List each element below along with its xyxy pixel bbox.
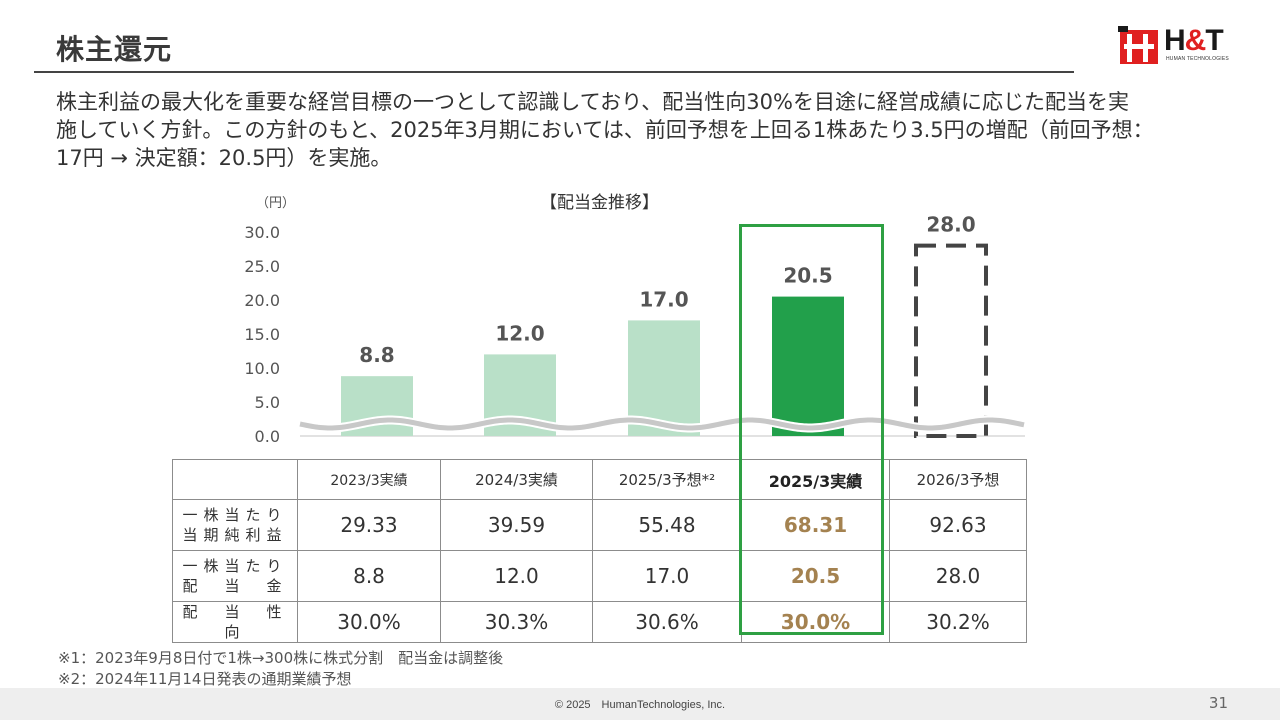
bar-forecast (914, 243, 988, 438)
dividend-chart: 0.0 5.0 10.0 15.0 20.0 25.0 30.0 8.8 12.0 17.0 20.… (244, 213, 1025, 446)
table-cell: 39.59 (440, 499, 593, 551)
footnote: ※2：2024年11月14日発表の通期業績予想 (58, 670, 352, 688)
table-cell: 30.6% (592, 601, 742, 643)
table-cell: 30.3% (440, 601, 593, 643)
footnotes: ※1：2023年9月8日付で1株→300株に株式分割 配当金は調整後 ※2：20… (58, 648, 503, 690)
y-tick-label: 10.0 (244, 359, 280, 378)
column-header: 2026/3予想 (889, 459, 1027, 500)
column-header: 2024/3実績 (440, 459, 593, 500)
table-cell: 29.33 (297, 499, 441, 551)
table-cell-highlight: 68.31 (741, 499, 890, 551)
table-cell: 8.8 (297, 550, 441, 602)
chart-title: 【配当金推移】 (540, 193, 659, 213)
table-row: 一株当たり 当期純利益 29.33 39.59 55.48 68.31 92.63 (172, 499, 1027, 551)
table-corner-cell (172, 459, 298, 500)
logo-subtext: HUMAN TECHNOLOGIES (1166, 56, 1229, 62)
table-cell: 55.48 (592, 499, 742, 551)
y-tick-label: 5.0 (255, 393, 280, 412)
y-tick-label: 15.0 (244, 325, 280, 344)
y-tick-label: 0.0 (255, 427, 280, 446)
bar (772, 296, 844, 436)
y-tick-label: 20.0 (244, 291, 280, 310)
table-cell-highlight: 30.0% (741, 601, 890, 643)
footer-bar (0, 688, 1280, 720)
column-header: 2025/3予想*² (592, 459, 742, 500)
ht-logo-icon (1118, 26, 1158, 64)
bar-value-label: 17.0 (639, 287, 688, 311)
table-cell: 17.0 (592, 550, 742, 602)
intro-line: 株主利益の最大化を重要な経営目標の一つとして認識しており、配当性向30%を目途に… (56, 90, 1129, 114)
financial-table: 2023/3実績 2024/3実績 2025/3予想*² 2025/3実績 20… (172, 459, 1027, 643)
intro-line: 施していく方針。この方針のもと、2025年3月期においては、前回予想を上回る1株… (56, 118, 1154, 142)
table-cell-highlight: 20.5 (741, 550, 890, 602)
y-tick-label: 25.0 (244, 257, 280, 276)
row-header: 一株当たり 当期純利益 (172, 499, 298, 551)
column-header: 2023/3実績 (297, 459, 441, 500)
intro-paragraph: 株主利益の最大化を重要な経営目標の一つとして認識しており、配当性向30%を目途に… (56, 88, 1226, 172)
y-axis-unit: （円） (256, 196, 296, 211)
table-header-row: 2023/3実績 2024/3実績 2025/3予想*² 2025/3実績 20… (172, 459, 1027, 500)
table-cell: 28.0 (889, 550, 1027, 602)
bar-value-label: 20.5 (783, 264, 832, 288)
company-logo: H&T HUMAN TECHNOLOGIES (1118, 24, 1242, 66)
y-tick-label: 30.0 (244, 223, 280, 242)
page-number: 31 (1208, 694, 1228, 712)
axis-break-wave (299, 417, 1025, 431)
footnote: ※1：2023年9月8日付で1株→300株に株式分割 配当金は調整後 (58, 649, 504, 667)
table-cell: 30.2% (889, 601, 1027, 643)
page-title: 株主還元 (56, 33, 173, 66)
row-header: 一株当たり配 当 金 (172, 550, 298, 602)
intro-line: 17円 → 決定額：20.5円）を実施。 (56, 146, 392, 170)
table-cell: 30.0% (297, 601, 441, 643)
table-cell: 12.0 (440, 550, 593, 602)
bar-value-label: 8.8 (359, 343, 394, 367)
table-cell: 92.63 (889, 499, 1027, 551)
table-row: 配 当 性 向 30.0% 30.3% 30.6% 30.0% 30.2% (172, 601, 1027, 643)
bar-value-label: 28.0 (926, 213, 975, 237)
column-header-highlight: 2025/3実績 (741, 459, 890, 500)
title-divider (34, 71, 1074, 73)
table-row: 一株当たり配 当 金 8.8 12.0 17.0 20.5 28.0 (172, 550, 1027, 602)
copyright: © 2025 HumanTechnologies, Inc. (554, 699, 726, 711)
logo-wordmark: H&T (1164, 24, 1224, 57)
bar-value-label: 12.0 (495, 321, 544, 345)
row-header: 配 当 性 向 (172, 601, 303, 643)
